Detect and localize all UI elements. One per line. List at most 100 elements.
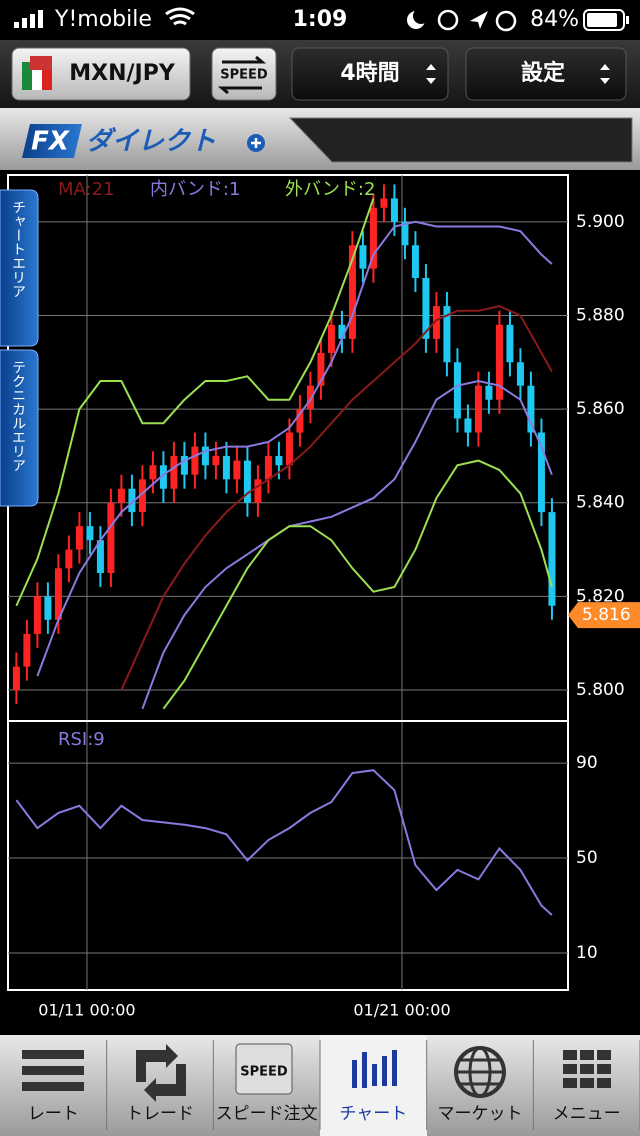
candle-body	[317, 352, 325, 386]
candle-body	[548, 512, 556, 606]
candle-body	[348, 245, 356, 339]
pair-button[interactable]: MXN/JPY	[11, 47, 191, 101]
candle-body	[65, 549, 73, 569]
candle-body	[338, 324, 346, 339]
candle-body	[107, 502, 115, 573]
x-tick-label: 01/21 00:00	[353, 1001, 450, 1020]
candle-body	[159, 465, 167, 489]
candle-body	[327, 324, 335, 353]
candle-body	[23, 633, 31, 667]
timeframe-label: 4時間	[340, 61, 399, 86]
candle-body	[170, 455, 178, 489]
candle-body	[54, 568, 62, 620]
candle-body	[264, 455, 272, 480]
candle-body	[380, 198, 388, 208]
side-tab[interactable]: チャートエリア	[0, 189, 39, 347]
chart-frame	[7, 174, 569, 991]
candle-body	[401, 221, 409, 246]
y-tick-label: 5.860	[576, 399, 625, 419]
legend-entry: MA:21	[58, 179, 115, 200]
candle-body	[411, 245, 419, 279]
candle-body	[306, 385, 314, 410]
candle-body	[453, 362, 461, 419]
y-tick-label: 5.820	[576, 586, 625, 606]
y-tick-label: 5.840	[576, 493, 625, 513]
candle-body	[443, 306, 451, 363]
legend-entry: 外バンド:2	[285, 179, 375, 200]
candle-body	[390, 198, 398, 222]
speed-label: SPEED	[220, 68, 268, 83]
tab-label[interactable]: チャート	[339, 1104, 407, 1124]
candle-body	[537, 432, 545, 513]
candle-body	[128, 488, 136, 513]
indicator-line	[15, 198, 375, 607]
settings-select[interactable]: 設定	[465, 47, 627, 101]
candle-body	[96, 540, 104, 573]
candle-body	[149, 465, 157, 480]
side-tab[interactable]: テクニカルエリア	[0, 349, 39, 507]
settings-label: 設定	[521, 60, 565, 86]
candle-body	[359, 245, 367, 269]
tab-label[interactable]: メニュー	[553, 1104, 621, 1124]
timeframe-select[interactable]: 4時間	[291, 47, 449, 101]
indicator-line	[120, 305, 553, 691]
clock: 1:09	[293, 7, 348, 32]
candle-body	[243, 460, 251, 503]
candles	[12, 184, 556, 705]
candle-body	[222, 455, 230, 480]
candle-body	[464, 418, 472, 433]
pair-label: MXN/JPY	[69, 61, 176, 86]
candle-body	[285, 432, 293, 466]
tab-label[interactable]: レート	[28, 1104, 79, 1124]
tab-label[interactable]: マーケット	[438, 1104, 523, 1124]
candle-body	[212, 455, 220, 466]
current-price-tag	[568, 602, 640, 629]
logo-name: ダイレクト	[86, 127, 216, 157]
legend-entry: 内バンド:1	[150, 179, 240, 200]
battery-level: 84%	[530, 7, 579, 32]
y-tick-label: 10	[576, 943, 598, 963]
candle-body	[485, 385, 493, 400]
side-tab-label: チャートエリア	[10, 200, 26, 298]
candle-body	[474, 385, 482, 433]
candle-body	[275, 455, 283, 466]
status-bar: Y!mobile 1:09 84%	[14, 7, 629, 32]
y-tick-label: 50	[576, 848, 598, 868]
candle-body	[12, 666, 20, 691]
info-panel	[288, 117, 633, 163]
candle-body	[506, 324, 514, 363]
candle-body	[86, 526, 94, 541]
legend-entry: RSI:9	[58, 729, 105, 750]
candle-body	[117, 488, 125, 503]
candle-body	[44, 596, 52, 620]
tab-icons	[22, 1043, 611, 1102]
candle-body	[422, 278, 430, 339]
y-tick-label: 5.800	[576, 680, 625, 700]
y-tick-label: 5.880	[576, 305, 625, 325]
candle-body	[495, 324, 503, 400]
y-tick-label: 5.900	[576, 212, 625, 232]
candle-body	[191, 446, 199, 475]
y-tick-label: 90	[576, 753, 598, 773]
candle-body	[201, 446, 209, 466]
candle-body	[516, 362, 524, 386]
indicator-line	[36, 220, 553, 677]
indicator-line	[141, 379, 553, 710]
tab-label[interactable]: スピード注文	[216, 1104, 318, 1124]
candle-body	[75, 526, 83, 550]
candle-body	[254, 479, 262, 503]
speed-button[interactable]: SPEED	[211, 47, 277, 101]
logo-fx: FX	[31, 127, 71, 157]
rsi-line	[15, 769, 553, 916]
tab-label[interactable]: トレード	[126, 1104, 194, 1124]
side-tab-label: テクニカルエリア	[10, 360, 26, 472]
candle-body	[432, 306, 440, 339]
logo: FX ダイレクト	[22, 124, 265, 158]
candle-body	[233, 460, 241, 480]
candle-body	[296, 409, 304, 433]
speed-icon-label: SPEED	[240, 1065, 288, 1080]
x-tick-label: 01/11 00:00	[38, 1001, 135, 1020]
candle-body	[369, 207, 377, 269]
candle-body	[138, 479, 146, 513]
